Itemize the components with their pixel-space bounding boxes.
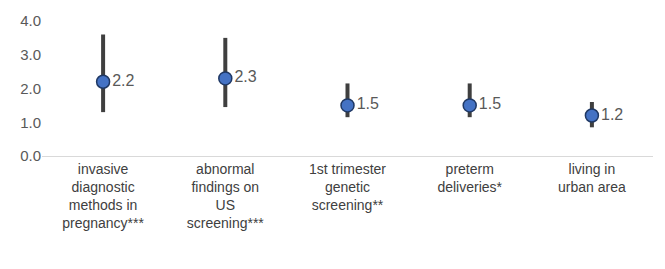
svg-text:1.5: 1.5 bbox=[479, 95, 501, 112]
svg-text:1.0: 1.0 bbox=[20, 114, 41, 131]
svg-text:invasivediagnosticmethods inpr: invasivediagnosticmethods inpregnancy*** bbox=[62, 161, 144, 232]
svg-text:1.2: 1.2 bbox=[601, 106, 623, 123]
svg-text:2.3: 2.3 bbox=[234, 68, 256, 85]
svg-text:1st trimestergeneticscreening*: 1st trimestergeneticscreening** bbox=[309, 161, 386, 213]
svg-text:abnormalfindings onUSscreening: abnormalfindings onUSscreening*** bbox=[187, 161, 265, 232]
svg-text:living inurban area: living inurban area bbox=[558, 161, 626, 195]
svg-text:2.2: 2.2 bbox=[112, 72, 134, 89]
svg-text:3.0: 3.0 bbox=[20, 46, 41, 63]
svg-text:4.0: 4.0 bbox=[20, 12, 41, 29]
svg-text:2.0: 2.0 bbox=[20, 80, 41, 97]
svg-text:pretermdeliveries*: pretermdeliveries* bbox=[437, 161, 502, 195]
svg-text:1.5: 1.5 bbox=[357, 95, 379, 112]
svg-text:0.0: 0.0 bbox=[20, 147, 41, 164]
